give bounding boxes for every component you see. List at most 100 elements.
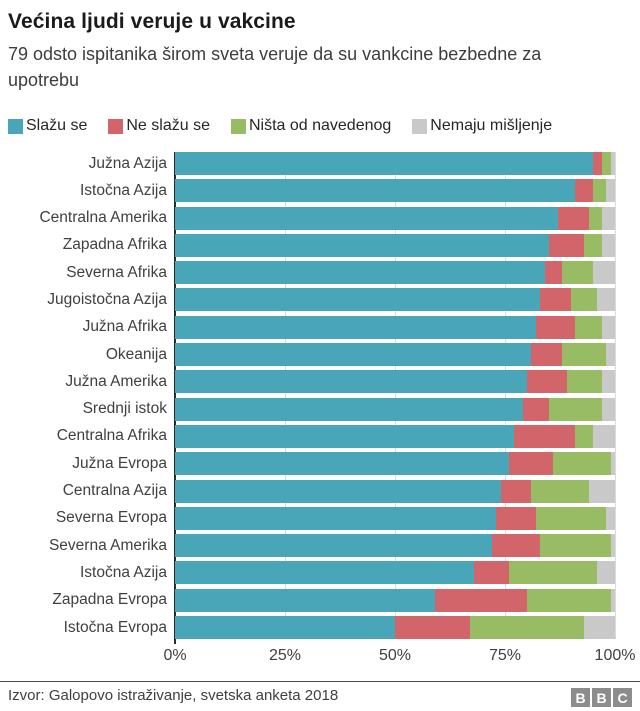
category-label: Zapadna Evropa — [52, 591, 167, 609]
bar-segment — [601, 206, 615, 230]
category-label: Centralna Azija — [62, 482, 167, 500]
legend-item-1: Ne slažu se — [108, 117, 210, 135]
bar-segment — [491, 534, 541, 558]
chart-row: Centralna Azija — [8, 479, 632, 503]
chart-row: Severna Amerika — [8, 534, 632, 558]
bar-segment — [562, 343, 607, 367]
bar-segment — [592, 261, 615, 285]
bar-segment — [549, 233, 585, 257]
bar-track — [175, 343, 615, 367]
bar-segment — [588, 206, 602, 230]
category-label: Južna Azija — [88, 154, 167, 172]
bar-segment — [575, 424, 593, 448]
legend-swatch-icon — [230, 118, 246, 134]
bar-segment — [548, 397, 602, 421]
chart-row: Severna Evropa — [8, 506, 632, 530]
chart-row: Centralna Amerika — [8, 206, 632, 230]
bar-segment — [531, 343, 563, 367]
bar-segment — [395, 616, 470, 640]
bar-track — [175, 233, 615, 257]
bar-segment — [610, 452, 615, 476]
legend-label: Ništa od navedenog — [248, 117, 392, 134]
bbc-logo-block: C — [613, 688, 632, 707]
bar-segment — [175, 588, 435, 612]
bar-track — [175, 506, 615, 530]
category-label: Okeanija — [105, 345, 167, 363]
bar-segment — [601, 315, 615, 339]
bar-segment — [434, 588, 527, 612]
bar-segment — [535, 315, 576, 339]
bar-segment — [527, 370, 567, 394]
bar-segment — [601, 397, 615, 421]
legend-item-2: Ništa od navedenog — [230, 117, 392, 135]
bar-segment — [606, 506, 615, 530]
legend-swatch-icon — [412, 118, 428, 134]
x-tick-label: 0% — [163, 647, 187, 665]
bar-segment — [606, 179, 615, 203]
bar-segment — [175, 233, 549, 257]
chart-content: Većina ljudi veruje u vakcine 79 odsto i… — [8, 10, 635, 665]
bar-track — [175, 452, 615, 476]
bar-segment — [588, 479, 615, 503]
bar-track — [175, 534, 615, 558]
legend-swatch-icon — [108, 118, 124, 134]
bar-segment — [610, 534, 615, 558]
bar-segment — [175, 452, 510, 476]
bar-track — [175, 424, 615, 448]
bar-segment — [175, 397, 523, 421]
bar-segment — [553, 452, 611, 476]
bar-track — [175, 561, 615, 585]
chart-row: Jugoistočna Azija — [8, 288, 632, 312]
bar-track — [175, 479, 615, 503]
category-label: Južna Amerika — [65, 372, 167, 390]
bar-segment — [175, 261, 545, 285]
bar-track — [175, 206, 615, 230]
gridline — [285, 152, 286, 640]
bar-track — [175, 152, 615, 175]
gridline — [615, 152, 616, 640]
bar-segment — [175, 479, 501, 503]
chart-row: Istočna Azija — [8, 561, 632, 585]
bar-segment — [513, 424, 576, 448]
chart-row: Istočna Evropa — [8, 616, 632, 640]
bar-segment — [175, 206, 558, 230]
bar-track — [175, 179, 615, 203]
bar-segment — [557, 206, 589, 230]
bar-segment — [522, 397, 549, 421]
bar-segment — [597, 561, 615, 585]
bar-segment — [592, 424, 615, 448]
bar-segment — [509, 561, 598, 585]
chart-legend: Slažu se Ne slažu se Ništa od navedenog Nem… — [8, 117, 632, 135]
x-tick-label: 75% — [488, 647, 522, 665]
bar-segment — [175, 315, 536, 339]
bar-segment — [597, 288, 615, 312]
legend-label: Nemaju mišljenje — [430, 117, 553, 134]
bar-segment — [540, 534, 611, 558]
bar-segment — [469, 616, 585, 640]
legend-item-0: Slažu se — [8, 117, 87, 135]
category-label: Južna Evropa — [72, 454, 167, 472]
gridline — [505, 152, 506, 640]
chart-row: Južna Amerika — [8, 370, 632, 394]
bar-track — [175, 315, 615, 339]
legend-label: Ne slažu se — [126, 117, 210, 134]
chart-subtitle: 79 odsto ispitanika širom sveta veruje d… — [8, 44, 542, 90]
bar-segment — [601, 233, 615, 257]
bar-segment — [500, 479, 532, 503]
bar-segment — [540, 288, 571, 312]
bar-segment — [175, 506, 497, 530]
category-label: Centralna Amerika — [39, 209, 167, 227]
bar-segment — [526, 588, 611, 612]
bar-segment — [601, 370, 615, 394]
bar-segment — [610, 588, 615, 612]
bar-segment — [593, 152, 602, 175]
bar-segment — [175, 424, 514, 448]
category-label: Južna Afrika — [82, 318, 167, 336]
category-label: Centralna Afrika — [56, 427, 167, 445]
x-tick-label: 50% — [378, 647, 412, 665]
bar-segment — [175, 561, 475, 585]
bar-track — [175, 616, 615, 640]
bar-segment — [175, 534, 492, 558]
